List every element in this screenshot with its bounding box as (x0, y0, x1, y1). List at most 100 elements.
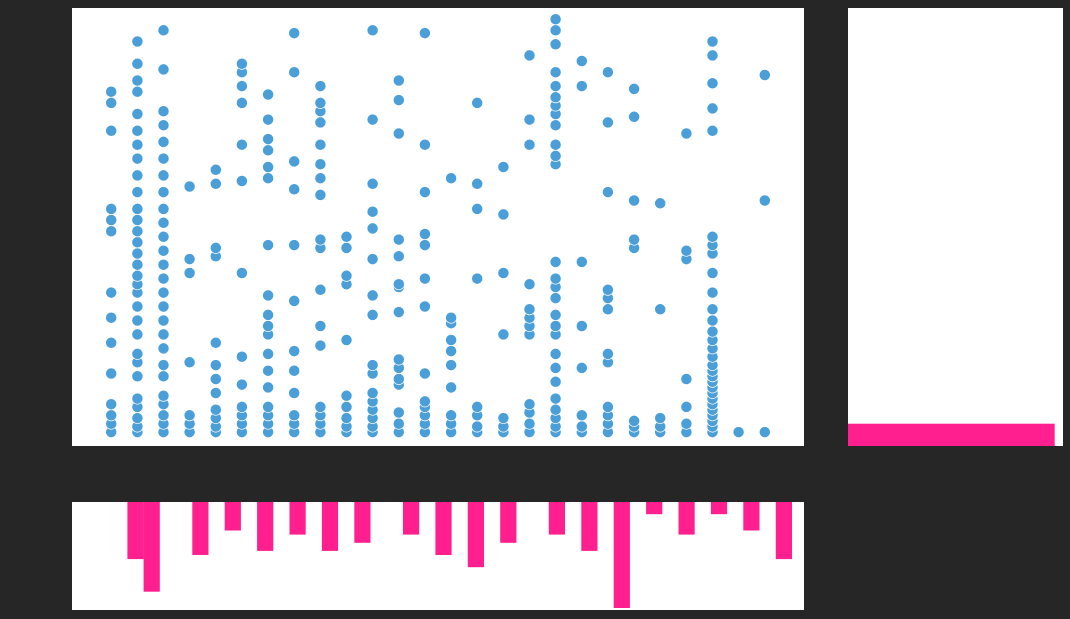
x-histogram-bar (192, 502, 209, 555)
scatter-point (549, 119, 562, 132)
scatter-point (392, 306, 405, 319)
scatter-point (366, 359, 379, 372)
scatter-point (392, 406, 405, 419)
scatter-point (680, 417, 693, 430)
x-histogram-bar (548, 502, 565, 535)
scatter-point (366, 205, 379, 218)
scatter-point (235, 267, 248, 279)
scatter-point (105, 124, 118, 137)
scatter-point (131, 236, 144, 249)
scatter-point (131, 74, 144, 87)
scatter-point (262, 347, 275, 360)
scatter-point (262, 144, 275, 157)
scatter-point (706, 35, 719, 48)
scatter-point (549, 361, 562, 374)
scatter-point (758, 194, 771, 207)
scatter-point (549, 255, 562, 268)
scatter-point (549, 375, 562, 388)
y-histogram-bar (848, 423, 1055, 446)
scatter-point (758, 426, 771, 439)
x-histogram-panel (72, 502, 804, 610)
scatter-point (392, 74, 405, 87)
scatter-point (157, 328, 170, 341)
scatter-point (418, 186, 431, 199)
scatter-point (445, 311, 458, 324)
scatter-point (366, 253, 379, 266)
scatter-point (445, 409, 458, 422)
scatter-point (549, 347, 562, 360)
scatter-point (392, 353, 405, 366)
scatter-point (340, 241, 353, 254)
scatter-point (471, 202, 484, 215)
scatter-point (628, 194, 641, 207)
scatter-point (288, 66, 301, 79)
scatter-point (654, 303, 667, 316)
scatter-point (157, 342, 170, 355)
scatter-point (654, 197, 667, 210)
scatter-point (157, 119, 170, 132)
x-histogram-bar (581, 502, 598, 551)
scatter-point (366, 387, 379, 399)
scatter-point (418, 300, 431, 313)
scatter-point (706, 325, 719, 338)
scatter-point (445, 381, 458, 394)
scatter-point (262, 320, 275, 332)
scatter-point (706, 77, 719, 90)
scatter-point (314, 320, 327, 332)
scatter-point (497, 412, 510, 425)
scatter-point (235, 80, 248, 93)
scatter-point (131, 247, 144, 260)
scatter-point (105, 336, 118, 349)
scatter-point (601, 347, 614, 360)
scatter-point (209, 241, 222, 254)
scatter-point (706, 49, 719, 62)
scatter-point (445, 345, 458, 358)
scatter-point (497, 161, 510, 173)
scatter-point (157, 24, 170, 37)
scatter-point (471, 272, 484, 285)
scatter-point (340, 269, 353, 282)
scatter-point (392, 417, 405, 430)
scatter-point (105, 311, 118, 324)
x-histogram-bar (678, 502, 695, 535)
x-histogram-bar (127, 502, 144, 560)
scatter-point (157, 389, 170, 402)
scatter-point (523, 417, 536, 430)
scatter-point (628, 414, 641, 427)
scatter-point (131, 225, 144, 238)
scatter-point (105, 286, 118, 299)
scatter-point (131, 269, 144, 282)
x-histogram-bar (224, 502, 241, 531)
scatter-point (157, 105, 170, 118)
scatter-point (314, 116, 327, 129)
scatter-point (392, 373, 405, 385)
scatter-point (314, 400, 327, 413)
scatter-point (105, 409, 118, 422)
scatter-point (680, 400, 693, 413)
scatter-point (445, 172, 458, 185)
scatter-point (262, 239, 275, 252)
scatter-point (235, 57, 248, 70)
scatter-point (445, 359, 458, 372)
scatter-point (706, 230, 719, 243)
scatter-point (131, 57, 144, 70)
scatter-point (366, 222, 379, 235)
scatter-point (262, 88, 275, 101)
scatter-point (366, 177, 379, 190)
scatter-point (601, 186, 614, 199)
scatter-point (157, 135, 170, 148)
x-histogram-bar (500, 502, 517, 543)
scatter-point (314, 283, 327, 296)
x-histogram-bar (435, 502, 452, 555)
x-histogram-bar (710, 502, 728, 515)
scatter-point (183, 356, 196, 369)
scatter-point (131, 124, 144, 137)
scatter-point (549, 80, 562, 93)
scatter-point (575, 255, 588, 268)
scatter-point (288, 183, 301, 196)
scatter-point (575, 320, 588, 332)
scatter-point (262, 289, 275, 302)
scatter-point (157, 314, 170, 327)
scatter-point (314, 233, 327, 246)
scatter-point (105, 367, 118, 380)
